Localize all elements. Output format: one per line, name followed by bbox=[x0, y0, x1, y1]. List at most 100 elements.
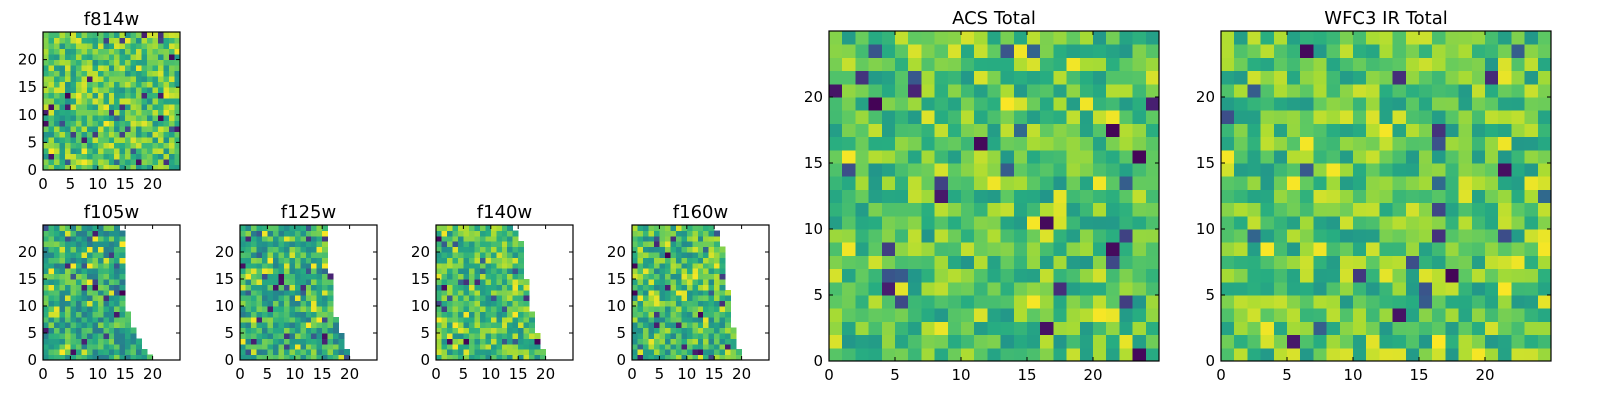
heatmap-cell bbox=[507, 235, 514, 242]
heatmap-cell bbox=[48, 81, 55, 88]
heatmap-cell bbox=[1027, 202, 1041, 217]
heatmap-cell bbox=[174, 158, 181, 165]
heatmap-cell bbox=[1013, 295, 1028, 309]
heatmap-cell bbox=[86, 316, 93, 323]
heatmap-cell bbox=[987, 83, 1002, 98]
heatmap-cell bbox=[75, 322, 82, 329]
heatmap-cell bbox=[86, 32, 93, 39]
heatmap-cell bbox=[1066, 44, 1081, 58]
heatmap-cell bbox=[703, 295, 710, 302]
heatmap-cell bbox=[75, 262, 82, 269]
heatmap-cell bbox=[59, 164, 66, 171]
heatmap-cell bbox=[686, 306, 693, 312]
heatmap-cell bbox=[446, 257, 453, 264]
heatmap-cell bbox=[322, 343, 329, 350]
heatmap-cell bbox=[256, 327, 263, 334]
heatmap-cell bbox=[719, 311, 726, 318]
heatmap-cell bbox=[300, 273, 307, 280]
heatmap-cell bbox=[1040, 57, 1054, 72]
heatmap-cell bbox=[474, 262, 481, 269]
heatmap-cell bbox=[75, 131, 82, 138]
heatmap-cell bbox=[86, 300, 93, 307]
heatmap-cell bbox=[452, 300, 459, 307]
heatmap-cell bbox=[1485, 295, 1499, 309]
heatmap-cell bbox=[842, 149, 856, 164]
heatmap-cell bbox=[1079, 110, 1094, 124]
heatmap-cell bbox=[81, 92, 88, 99]
heatmap-cell bbox=[70, 246, 77, 253]
heatmap-cell bbox=[1313, 321, 1328, 336]
heatmap-cell bbox=[1392, 255, 1407, 270]
heatmap-cell bbox=[1079, 136, 1094, 151]
heatmap-cell bbox=[868, 189, 883, 204]
heatmap-cell bbox=[1511, 268, 1526, 283]
heatmap-cell bbox=[1247, 229, 1262, 243]
heatmap-cell bbox=[64, 136, 71, 143]
heatmap-cell bbox=[267, 322, 274, 329]
heatmap-cell bbox=[250, 316, 257, 323]
heatmap-cell bbox=[1419, 176, 1433, 190]
heatmap-cell bbox=[653, 349, 660, 356]
x-tick-label: 10 bbox=[481, 365, 500, 383]
heatmap-cell bbox=[81, 59, 88, 66]
heatmap-cell bbox=[92, 87, 99, 94]
heatmap-cell bbox=[81, 246, 88, 253]
heatmap-cell bbox=[75, 300, 82, 307]
heatmap-cell bbox=[86, 76, 93, 83]
heatmap-cell bbox=[311, 306, 318, 312]
heatmap-cell bbox=[48, 273, 55, 280]
heatmap-cell bbox=[294, 343, 301, 350]
heatmap-cell bbox=[70, 322, 77, 329]
heatmap-cell bbox=[1366, 229, 1380, 243]
heatmap-cell bbox=[1013, 176, 1028, 190]
heatmap-cell bbox=[1339, 202, 1354, 217]
heatmap-cell bbox=[653, 257, 660, 264]
x-tick-label: 20 bbox=[732, 365, 751, 383]
heatmap-cell bbox=[92, 268, 99, 275]
heatmap-cell bbox=[1405, 97, 1420, 111]
heatmap-cell bbox=[632, 338, 638, 345]
heatmap-cell bbox=[158, 147, 165, 154]
heatmap-cell bbox=[75, 37, 82, 44]
heatmap-cell bbox=[1353, 176, 1367, 190]
heatmap-cell bbox=[1445, 189, 1460, 204]
heatmap-cell bbox=[1366, 163, 1380, 177]
heatmap-cell bbox=[305, 300, 312, 307]
heatmap-cell bbox=[86, 295, 93, 302]
heatmap-cell bbox=[692, 262, 699, 269]
heatmap-cell bbox=[108, 311, 115, 318]
heatmap-cell bbox=[81, 257, 88, 264]
x-tick-label: 0 bbox=[38, 365, 48, 383]
heatmap-cell bbox=[881, 215, 896, 230]
heatmap-cell bbox=[474, 230, 481, 237]
heatmap-cell bbox=[1106, 176, 1120, 190]
heatmap-cell bbox=[1053, 176, 1068, 190]
heatmap-cell bbox=[250, 349, 257, 356]
heatmap-cell bbox=[947, 97, 962, 111]
heatmap-cell bbox=[136, 153, 143, 160]
heatmap-cell bbox=[1106, 97, 1120, 111]
heatmap-cell bbox=[468, 273, 475, 280]
heatmap-cell bbox=[1366, 123, 1380, 138]
heatmap-cell bbox=[1392, 281, 1407, 296]
heatmap-cell bbox=[327, 311, 334, 318]
heatmap-cell bbox=[1326, 97, 1341, 111]
heatmap-cell bbox=[81, 289, 88, 296]
heatmap-cell bbox=[1040, 83, 1054, 98]
heatmap-cell bbox=[1405, 57, 1420, 72]
heatmap-cell bbox=[1132, 149, 1147, 164]
heatmap-cell bbox=[1471, 70, 1486, 85]
heatmap-cell bbox=[103, 54, 110, 61]
heatmap-cell bbox=[174, 92, 181, 99]
heatmap-cell bbox=[1379, 308, 1394, 322]
heatmap-cell bbox=[53, 103, 60, 110]
heatmap-cell bbox=[64, 252, 71, 258]
heatmap-cell bbox=[59, 37, 66, 44]
heatmap-cell bbox=[1405, 70, 1420, 85]
heatmap-cell bbox=[261, 241, 268, 248]
heatmap-cell bbox=[305, 230, 312, 237]
heatmap-cell bbox=[675, 311, 682, 318]
heatmap-cell bbox=[97, 289, 104, 296]
heatmap-cell bbox=[708, 284, 715, 291]
heatmap-cell bbox=[1053, 163, 1068, 177]
